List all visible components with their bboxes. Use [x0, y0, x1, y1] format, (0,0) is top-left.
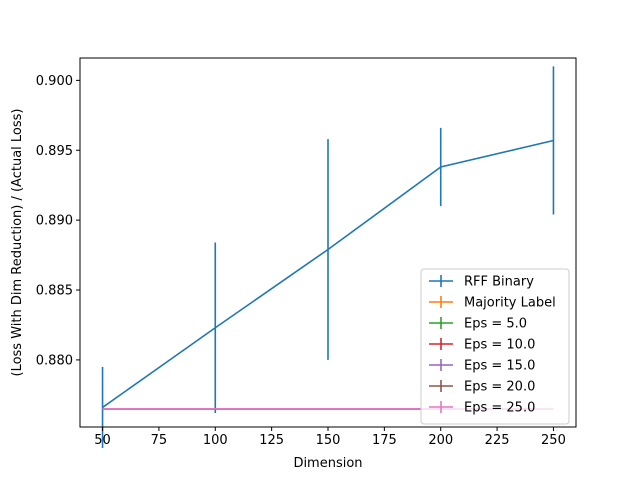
x-tick-label: 75 [151, 433, 168, 448]
x-tick-label: 175 [372, 433, 397, 448]
y-tick-label: 0.885 [36, 284, 73, 299]
legend-label: Eps = 10.0 [464, 338, 535, 353]
legend-label: Eps = 25.0 [464, 401, 535, 416]
x-tick-label: 125 [259, 433, 284, 448]
legend-label: Eps = 20.0 [464, 380, 535, 395]
x-tick-label: 250 [541, 433, 566, 448]
legend-label: Eps = 5.0 [464, 317, 527, 332]
x-tick-label: 150 [316, 433, 341, 448]
y-axis: 0.880 0.885 0.890 0.895 0.900 [36, 74, 80, 368]
y-tick-label: 0.890 [36, 214, 73, 229]
legend-box [420, 268, 570, 425]
y-tick-label: 0.895 [36, 144, 73, 159]
x-axis: 50 75 100 125 150 175 200 225 250 [94, 427, 566, 448]
x-tick-label: 200 [428, 433, 453, 448]
x-tick-label: 100 [203, 433, 228, 448]
legend-label: RFF Binary [464, 275, 534, 290]
x-tick-label: 50 [94, 433, 111, 448]
y-axis-label: (Loss With Dim Reduction) / (Actual Loss… [10, 108, 25, 376]
legend-label: Majority Label [464, 296, 556, 311]
x-tick-label: 225 [485, 433, 510, 448]
y-tick-label: 0.900 [36, 74, 73, 89]
legend: RFF Binary Majority Label Eps = 5.0 Eps = 1… [420, 268, 570, 425]
legend-label: Eps = 15.0 [464, 359, 535, 374]
y-tick-label: 0.880 [36, 353, 73, 368]
x-axis-label: Dimension [293, 456, 362, 471]
